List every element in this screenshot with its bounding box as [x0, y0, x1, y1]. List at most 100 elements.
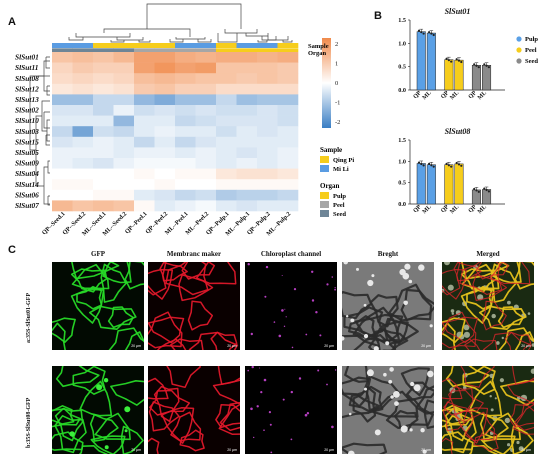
replicate-point [420, 162, 423, 166]
heatmap-cell [236, 189, 258, 201]
y-tick-label: 0.0 [398, 201, 406, 208]
heatmap-cell [236, 126, 258, 138]
sample-legend-swatch-mili [320, 165, 329, 172]
column-dendrogram [68, 3, 293, 43]
scale-bar-label: 20 μm [521, 448, 531, 452]
sample-annot-cell [277, 43, 299, 48]
heatmap-cell [134, 179, 155, 191]
replicate-point [485, 188, 488, 192]
heatmap-cell [154, 200, 176, 212]
panel-letter-c: C [8, 244, 16, 256]
scale-bar-label: 20 μm [421, 448, 431, 452]
replicate-point [457, 59, 461, 62]
organ-annot-cell [72, 48, 94, 52]
heatmap-cell [154, 52, 176, 63]
heatmap-gene-label: SlSut07 [15, 201, 39, 210]
x-tick-label: QP [440, 204, 450, 214]
heatmap-cell [113, 189, 135, 201]
heatmap-cell [175, 189, 196, 201]
heatmap-cell [154, 83, 176, 95]
bar-chart-title: SlSut01 [445, 7, 471, 16]
heatmap-cell [154, 147, 176, 159]
heatmap-cell [93, 83, 114, 95]
heatmap-cell [134, 62, 155, 74]
replicate-point [420, 31, 423, 34]
replicate-point [422, 32, 425, 35]
heatmap-cell [93, 73, 114, 85]
heatmap-cell [257, 136, 278, 148]
heatmap-cell [52, 136, 73, 148]
colorbar-tick-label: 2 [335, 41, 338, 48]
panel-letter-b: B [374, 10, 382, 22]
heatmap-gene-label: SlSut10 [15, 116, 39, 125]
heatmap-cell [113, 73, 135, 85]
replicate-point [430, 32, 433, 35]
heatmap-cell [236, 94, 258, 106]
heatmap-cell [134, 189, 155, 201]
heatmap-cell [277, 158, 299, 169]
heatmap-cell [52, 115, 73, 127]
replicate-point [457, 163, 461, 166]
heatmap-cell [113, 136, 135, 148]
heatmap-cell [216, 94, 237, 106]
scale-bar-label: 20 μm [421, 344, 431, 348]
micrograph-bright-row1: 20 μm [342, 262, 434, 350]
replicate-point [487, 190, 490, 193]
heatmap-cell [175, 105, 196, 116]
micrograph-merged-row1: 20 μm [442, 262, 534, 350]
heatmap-cell [277, 126, 299, 138]
heatmap-cell [113, 105, 135, 116]
heatmap-cell [134, 94, 155, 106]
heatmap-cell [216, 62, 237, 74]
heatmap-cell [134, 147, 155, 159]
heatmap-cell [72, 168, 94, 180]
heatmap-cell [154, 105, 176, 116]
organ-annot-cell [154, 48, 176, 52]
heatmap-cell [216, 200, 237, 212]
heatmap-cell [113, 179, 135, 191]
replicate-point [447, 59, 450, 62]
column-title-membrane: Membranc maker [166, 250, 222, 258]
replicate-point [475, 64, 478, 67]
heatmap-cell [236, 179, 258, 191]
replicate-point [473, 63, 476, 66]
heatmap-cell [134, 52, 155, 63]
heatmap-gene-label: SlSut08 [15, 74, 39, 83]
heatmap-cell [236, 83, 258, 95]
heatmap-cell [195, 158, 217, 169]
heatmap-cell [257, 126, 278, 138]
heatmap-cell [52, 200, 73, 212]
heatmap-cell [257, 62, 278, 74]
heatmap-cell [257, 179, 278, 191]
replicate-point [483, 63, 486, 66]
heatmap-cell [72, 115, 94, 127]
heatmap-cell [195, 73, 217, 85]
heatmap-cell [257, 73, 278, 85]
organ-legend-swatch-seed [320, 210, 329, 217]
heatmap-cell [216, 136, 237, 148]
organ-legend-label-seed: Seed [333, 211, 346, 218]
heatmap-cell [257, 52, 278, 63]
heatmap-cell [277, 52, 299, 63]
heatmap-cell [216, 115, 237, 127]
heatmap-gene-label: SlSut13 [15, 95, 39, 104]
heatmap-cell [195, 94, 217, 106]
organ-legend-label-pulp: Pulp [333, 193, 346, 200]
heatmap-cell [113, 52, 135, 63]
heatmap-cell [257, 94, 278, 106]
micrograph-membrane-row1: 20 μm [148, 262, 240, 350]
scale-bar-label: 20 μm [227, 448, 237, 452]
scale-bar-label: 20 μm [324, 448, 334, 452]
heatmap-cell [154, 136, 176, 148]
heatmap-cell [134, 115, 155, 127]
heatmap-cell [175, 147, 196, 159]
heatmap-cell [113, 126, 135, 138]
heatmap-cell [277, 83, 299, 95]
x-tick-label: QP [413, 204, 423, 214]
heatmap-cell [72, 136, 94, 148]
heatmap-cell [195, 52, 217, 63]
heatmap-cell [113, 83, 135, 95]
scale-bar-label: 20 μm [521, 344, 531, 348]
heatmap-cell [72, 94, 94, 106]
heatmap-cell [134, 200, 155, 212]
